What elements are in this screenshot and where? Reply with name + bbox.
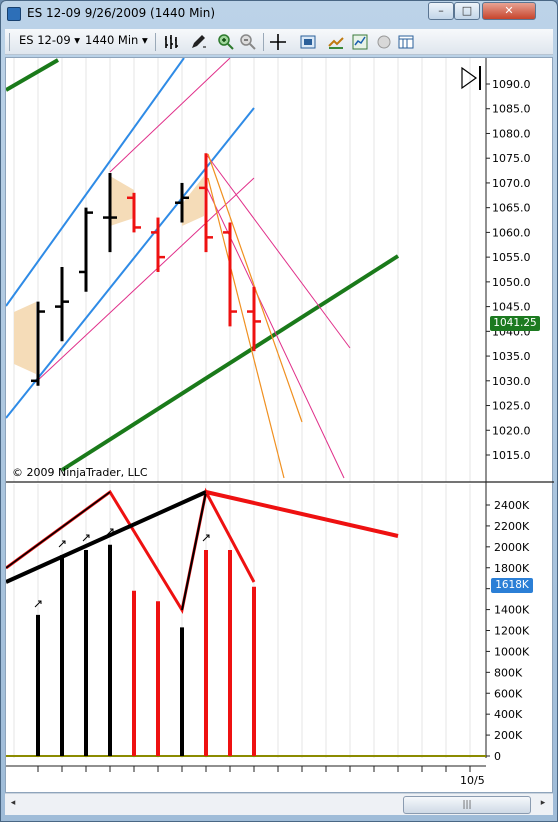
trend-line-green [6, 58, 59, 92]
volume-tick-label: 2000K [494, 541, 530, 554]
volume-tick-label: 1400K [494, 604, 530, 617]
volume-tick-label: 2400K [494, 499, 530, 512]
price-tick-label: 1030.0 [492, 375, 531, 388]
volume-trend-red-thick [205, 490, 399, 538]
chart-trader-icon[interactable] [397, 33, 415, 51]
price-tick-label: 1085.0 [492, 103, 531, 116]
volume-tick-label: 200K [494, 729, 523, 742]
arrow-marker-icon [202, 534, 210, 542]
chevron-down-icon: ▾ [141, 33, 148, 47]
price-tick-label: 1070.0 [492, 177, 531, 190]
volume-trend-black [6, 491, 111, 569]
scrollbar-thumb[interactable]: ||| [403, 796, 531, 814]
toolbar-grip [9, 33, 10, 51]
scroll-right-arrow-icon[interactable]: ▸ [540, 798, 546, 808]
volume-tick-label: 0 [494, 750, 501, 763]
crosshair-icon[interactable] [269, 33, 287, 51]
chart-canvas[interactable]: 1015.01020.01025.01030.01035.01040.01045… [6, 58, 554, 794]
strategy-icon[interactable] [327, 33, 345, 51]
price-tick-label: 1035.0 [492, 350, 531, 363]
arrow-marker-icon [106, 528, 114, 536]
volume-tick-label: 800K [494, 666, 523, 679]
last-price-marker: 1041.25 [490, 316, 540, 331]
interval-label: 1440 Min [85, 33, 139, 47]
arrow-marker-icon [34, 600, 42, 608]
minimize-button[interactable]: – [428, 2, 454, 20]
price-tick-label: 1065.0 [492, 202, 531, 215]
zoom-out-icon[interactable] [239, 33, 257, 51]
arrow-marker-icon [82, 534, 90, 542]
toolbar-separator [155, 33, 156, 51]
price-tick-label: 1045.0 [492, 301, 531, 314]
shaded-region [182, 176, 204, 226]
price-tick-label: 1055.0 [492, 251, 531, 264]
app-icon [7, 7, 21, 21]
price-tick-label: 1080.0 [492, 127, 531, 140]
arrow-marker-icon [58, 540, 66, 548]
interval-selector[interactable]: 1440 Min ▾ [85, 33, 148, 47]
last-volume-marker: 1618K [491, 578, 533, 593]
data-box-icon[interactable] [299, 33, 317, 51]
maximize-button[interactable]: □ [454, 2, 480, 20]
zoom-in-icon[interactable] [217, 33, 235, 51]
properties-icon[interactable] [375, 33, 393, 51]
channel-line-pink [205, 153, 351, 349]
instrument-label: ES 12-09 [19, 33, 71, 47]
price-tick-label: 1020.0 [492, 424, 531, 437]
volume-tick-label: 1200K [494, 625, 530, 638]
channel-line-blue [6, 107, 255, 419]
copyright-label: © 2009 NinjaTrader, LLC [12, 466, 148, 479]
scroll-left-arrow-icon[interactable]: ◂ [10, 798, 16, 808]
x-axis-date-label: 10/5 [460, 774, 485, 787]
shaded-region [110, 176, 134, 226]
trend-line-green [60, 254, 400, 472]
volume-tick-label: 400K [494, 708, 523, 721]
volume-tick-label: 1800K [494, 562, 530, 575]
price-tick-label: 1075.0 [492, 152, 531, 165]
channel-line-blue [6, 58, 185, 307]
close-button[interactable]: ✕ [482, 2, 536, 20]
volume-trend-black [181, 491, 207, 611]
volume-tick-label: 1000K [494, 645, 530, 658]
channel-line-pink [35, 177, 255, 383]
volume-tick-label: 600K [494, 687, 523, 700]
chevron-down-icon: ▾ [74, 33, 81, 47]
volume-trend-red [6, 487, 256, 615]
instrument-selector[interactable]: ES 12-09 ▾ [19, 33, 80, 47]
window-title: ES 12-09 9/26/2009 (1440 Min) [27, 6, 216, 20]
title-bar[interactable]: ES 12-09 9/26/2009 (1440 Min) – □ ✕ [1, 1, 557, 27]
channel-line-pink [109, 58, 231, 173]
price-tick-label: 1050.0 [492, 276, 531, 289]
chart-panel[interactable]: 1015.0 1020.0 1025.0 1030.0 1035.0 1040.0 1045… [5, 57, 554, 794]
drawing-tools-icon[interactable] [189, 33, 207, 51]
price-tick-label: 1060.0 [492, 226, 531, 239]
indicators-icon[interactable] [351, 33, 369, 51]
price-tick-label: 1090.0 [492, 78, 531, 91]
volume-trend-black-thick [6, 490, 207, 584]
price-tick-label: 1015.0 [492, 449, 531, 462]
price-tick-label: 1025.0 [492, 400, 531, 413]
bar-style-icon[interactable] [163, 33, 181, 51]
toolbar-separator [263, 33, 264, 51]
fib-line-orange [207, 177, 285, 479]
chart-toolbar: ES 12-09 ▾ 1440 Min ▾ [5, 29, 553, 55]
go-to-last-bar-icon [461, 66, 478, 90]
shaded-region [14, 302, 36, 374]
channel-line-pink [205, 185, 345, 479]
horizontal-scrollbar[interactable]: ◂ ||| ▸ [5, 793, 553, 815]
volume-tick-label: 2200K [494, 520, 530, 533]
